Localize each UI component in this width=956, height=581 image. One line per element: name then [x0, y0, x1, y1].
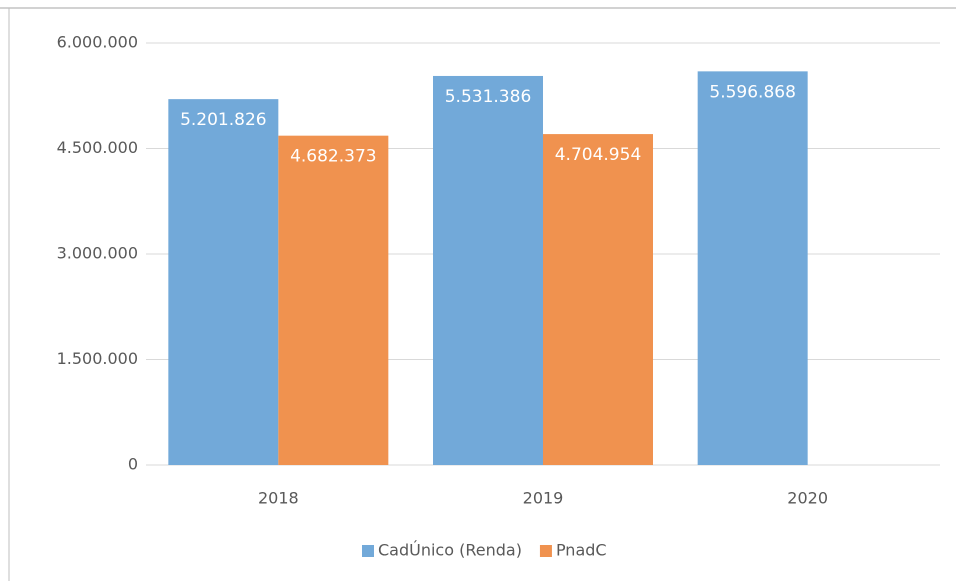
x-tick-label: 2020 [787, 489, 828, 508]
data-label: 5.531.386 [445, 87, 532, 107]
y-tick-label: 4.500.000 [57, 138, 138, 157]
legend-label: PnadC [556, 541, 607, 560]
y-tick-label: 0 [128, 455, 138, 474]
x-tick-label: 2018 [258, 489, 299, 508]
bar [543, 134, 653, 465]
legend-swatch [539, 545, 552, 557]
data-label: 5.201.826 [180, 110, 267, 130]
x-tick-label: 2019 [523, 489, 564, 508]
bar [168, 99, 279, 465]
bar [697, 71, 808, 466]
y-tick-label: 1.500.000 [57, 349, 138, 368]
legend-label: CadÚnico (Renda) [378, 541, 522, 560]
data-label: 5.596.868 [709, 82, 796, 102]
data-label: 4.704.954 [555, 145, 642, 165]
bar [278, 135, 389, 465]
bar [433, 75, 543, 466]
y-tick-label: 6.000.000 [57, 33, 138, 52]
data-label: 4.682.373 [290, 147, 377, 167]
y-tick-label: 3.000.000 [57, 244, 138, 263]
legend-swatch [362, 545, 374, 557]
